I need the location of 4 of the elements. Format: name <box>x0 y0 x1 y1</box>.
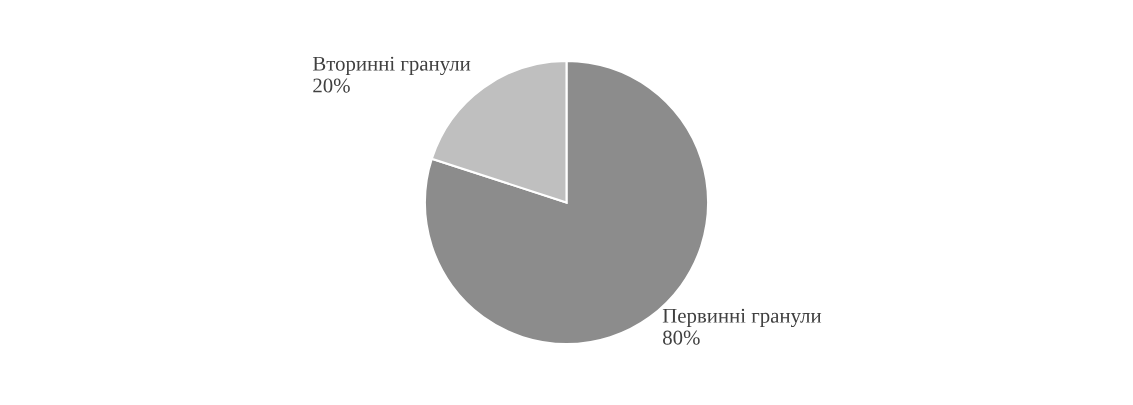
data-label: 20% <box>313 78 350 93</box>
slice-label: Первинні гранули <box>662 308 822 328</box>
data-label: 80% <box>663 330 700 345</box>
slice-label: Вторинні гранули <box>312 56 471 76</box>
